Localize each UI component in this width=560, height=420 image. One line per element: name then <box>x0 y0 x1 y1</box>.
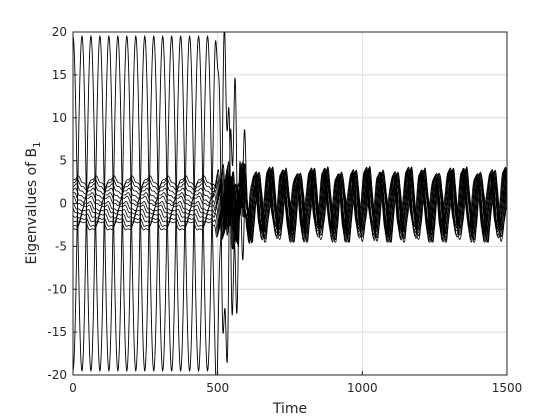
y-tick-label: -15 <box>47 325 67 339</box>
eigenvalue-line-small <box>73 162 507 245</box>
x-axis-ticks: 0 500 1000 1500 <box>69 371 522 395</box>
y-tick-label: 0 <box>59 197 67 211</box>
y-tick-label: 5 <box>59 154 67 168</box>
y-tick-label: -5 <box>55 239 67 253</box>
x-tick-label: 1000 <box>347 381 378 395</box>
y-tick-label: 10 <box>52 111 67 125</box>
y-axis-label-main: Eigenvalues of B <box>24 148 40 265</box>
eigenvalue-line-small <box>73 171 507 250</box>
plot-area <box>73 32 507 375</box>
y-tick-label: 15 <box>52 68 67 82</box>
x-tick-label: 1500 <box>492 381 523 395</box>
eigenvalue-series-group <box>73 32 507 375</box>
y-axis-ticks: -20 -15 -10 -5 0 5 10 15 20 <box>47 25 77 382</box>
x-tick-label: 500 <box>206 381 229 395</box>
y-tick-label: -20 <box>47 368 67 382</box>
y-axis-label-subscript: 1 <box>32 141 43 147</box>
y-tick-label: -10 <box>47 282 67 296</box>
x-axis-label: Time <box>272 401 307 417</box>
eigenvalue-line-small <box>73 169 507 250</box>
y-tick-label: 20 <box>52 25 67 39</box>
y-axis-label: Eigenvalues of B1 <box>24 141 43 264</box>
x-tick-label: 0 <box>69 381 77 395</box>
